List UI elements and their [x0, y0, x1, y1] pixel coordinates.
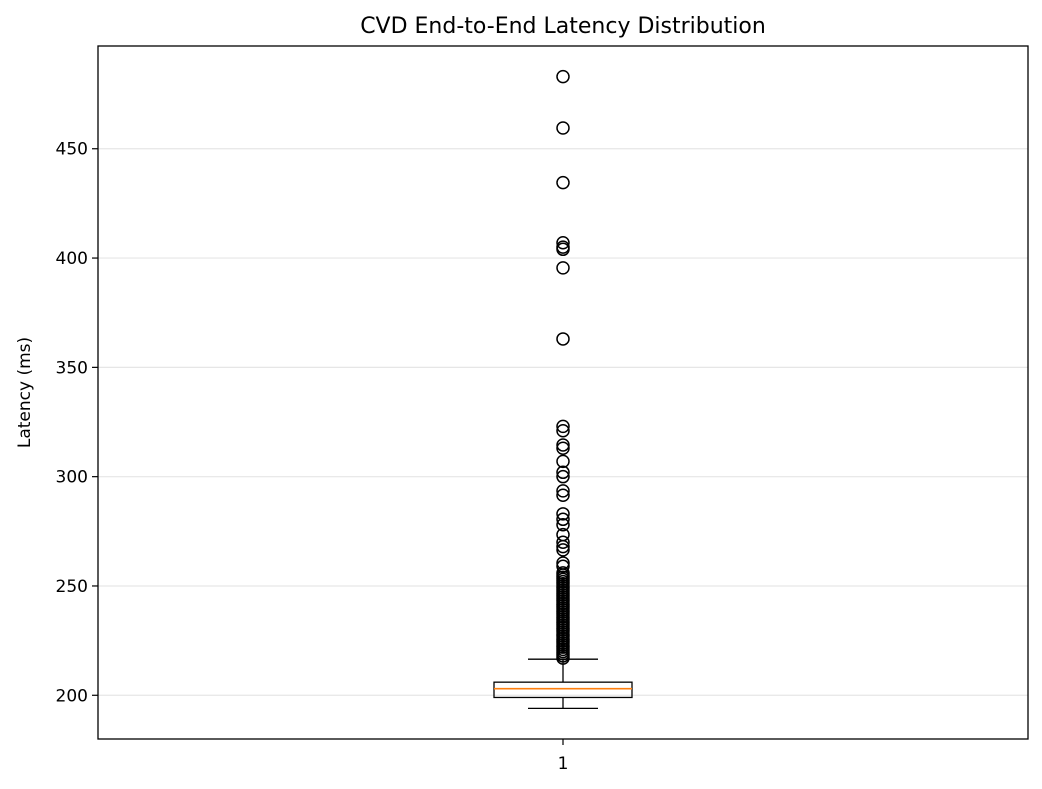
outlier-point: [556, 465, 570, 480]
outlier-point: [556, 543, 570, 557]
iqr-box: [493, 681, 633, 699]
y-tick-label: 450: [56, 140, 88, 160]
outlier-point: [556, 535, 570, 549]
outlier-point: [556, 438, 570, 452]
boxplot: [493, 658, 633, 710]
y-tick-label: 200: [56, 686, 88, 706]
outlier-point: [556, 484, 570, 498]
y-tick-label: 250: [56, 577, 88, 597]
outlier-point: [556, 261, 570, 275]
outlier-point: [556, 332, 570, 346]
y-tick-label: 350: [56, 358, 88, 378]
outlier-point: [556, 69, 570, 84]
outliers: [556, 69, 570, 665]
outlier-point: [556, 469, 570, 484]
outlier-point: [556, 424, 570, 438]
outlier-point: [556, 518, 570, 532]
outlier-point: [556, 236, 570, 250]
chart-title: CVD End-to-End Latency Distribution: [360, 14, 766, 39]
outlier-point: [556, 242, 570, 257]
outlier-point: [556, 507, 570, 521]
y-tick-label: 400: [56, 249, 88, 269]
y-axis: 200 250 300 350 400 450: [56, 140, 98, 706]
grid-lines: [98, 148, 1028, 696]
outlier-point: [556, 651, 570, 665]
y-axis-label: Latency (ms): [15, 337, 35, 448]
outlier-point: [556, 539, 570, 554]
outlier-point: [556, 441, 570, 455]
outlier-point: [556, 512, 570, 527]
outlier-point: [556, 419, 570, 434]
outlier-point: [556, 175, 570, 190]
x-tick-label: 1: [558, 754, 569, 774]
outlier-point: [556, 454, 570, 469]
outlier-point: [556, 559, 570, 574]
outlier-point: [556, 488, 570, 502]
y-tick-label: 300: [56, 468, 88, 488]
outlier-point: [556, 121, 570, 135]
x-axis: 1: [558, 739, 569, 774]
